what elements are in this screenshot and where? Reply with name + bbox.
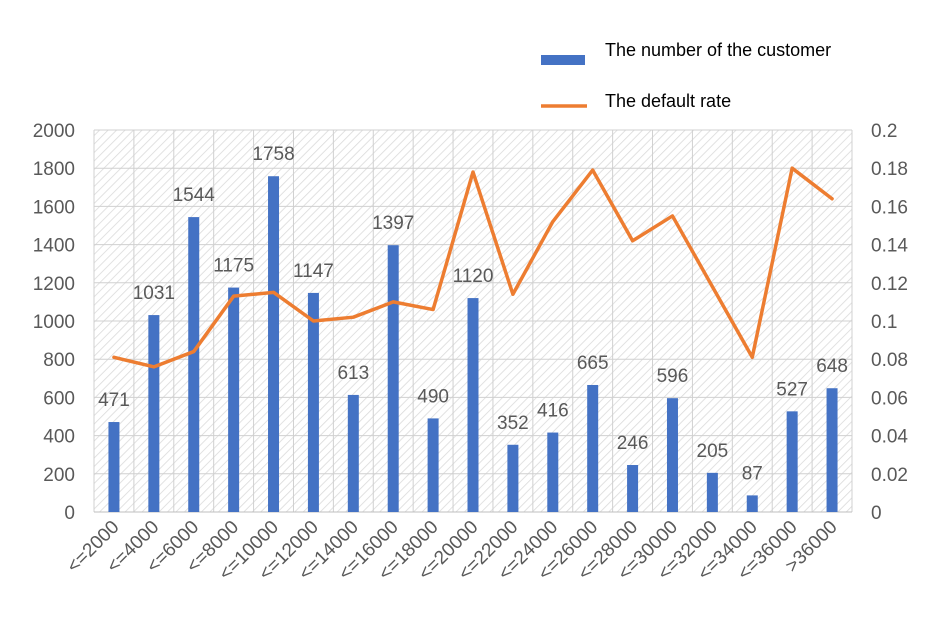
bar-data-label: 665 [577,353,609,374]
bar-data-label: 1120 [453,266,494,287]
bar-data-label: 648 [816,356,848,377]
default-rate-point [431,308,435,312]
legend-bar-swatch [541,55,585,65]
y-tick-label: 600 [43,388,75,409]
default-rate-point [790,166,794,170]
bar [826,388,838,512]
default-rate-point [311,319,315,323]
bar [786,411,798,512]
y2-tick-label: 0.18 [871,159,908,180]
bar [587,384,599,512]
bar-data-label: 1031 [133,283,175,304]
default-rate-point [551,220,555,224]
default-rate-point [511,292,515,296]
default-rate-point [391,300,395,304]
default-rate-point [830,197,834,201]
bar-data-label: 1544 [173,185,216,206]
y2-tick-label: 0.2 [871,121,897,142]
y-tick-label: 1200 [33,274,75,295]
legend-bar-label: The number of the customer [605,40,831,60]
bar-data-label: 1397 [372,213,414,234]
y2-tick-label: 0.16 [871,197,908,218]
default-rate-point [670,214,674,218]
bar [307,292,319,512]
y2-tick-label: 0.06 [871,388,908,409]
bar-data-label: 416 [537,401,569,422]
bar [746,495,758,512]
default-rate-point [272,290,276,294]
bar-data-label: 527 [776,379,808,400]
default-rate-point [631,239,635,243]
bar-data-label: 1147 [293,261,334,282]
y2-tick-label: 0.02 [871,465,908,486]
bar [268,176,280,513]
legend: The number of the customer The default r… [541,40,831,111]
y-tick-label: 1800 [33,159,75,180]
legend-line-label: The default rate [605,91,731,111]
y2-tick-label: 0.08 [871,350,908,371]
default-rate-point [152,365,156,369]
bar-data-label: 471 [98,390,130,411]
bar [467,298,479,512]
y-tick-label: 0 [64,503,75,524]
default-rate-point [710,285,714,289]
bar-data-label: 205 [697,441,729,462]
bar [347,394,359,512]
bar-data-label: 352 [497,413,529,434]
bar [427,418,439,512]
default-rate-point [750,355,754,359]
bar [627,465,639,512]
default-rate-point [351,315,355,319]
bar [188,217,200,512]
y-tick-label: 800 [43,350,75,371]
bar [666,398,678,512]
y-tick-label: 2000 [33,121,75,142]
bar-data-label: 596 [657,366,689,387]
y2-tick-label: 0 [871,503,882,524]
bar-data-label: 490 [417,386,449,407]
bar [706,472,718,512]
default-rate-point [112,355,116,359]
default-rate-point [591,168,595,172]
bar [148,315,160,512]
bar [108,422,120,512]
y2-tick-label: 0.14 [871,236,908,257]
bar [547,432,559,512]
y2-tick-label: 0.1 [871,312,897,333]
default-rate-point [192,350,196,354]
bar-data-label: 1175 [213,256,254,277]
y-tick-label: 400 [43,427,75,448]
bar-data-label: 613 [337,363,369,384]
y-tick-label: 200 [43,465,75,486]
y-tick-label: 1000 [33,312,75,333]
y2-tick-label: 0.04 [871,427,908,448]
y-tick-label: 1600 [33,197,75,218]
bar [387,245,399,512]
bar-data-label: 246 [617,433,649,454]
bar [228,287,240,512]
y-tick-label: 1400 [33,236,75,257]
bar-data-label: 87 [742,463,763,484]
bar [507,444,519,512]
bar-data-label: 1758 [252,144,294,165]
default-rate-point [232,294,236,298]
default-rate-point [471,170,475,174]
y2-tick-label: 0.12 [871,274,908,295]
